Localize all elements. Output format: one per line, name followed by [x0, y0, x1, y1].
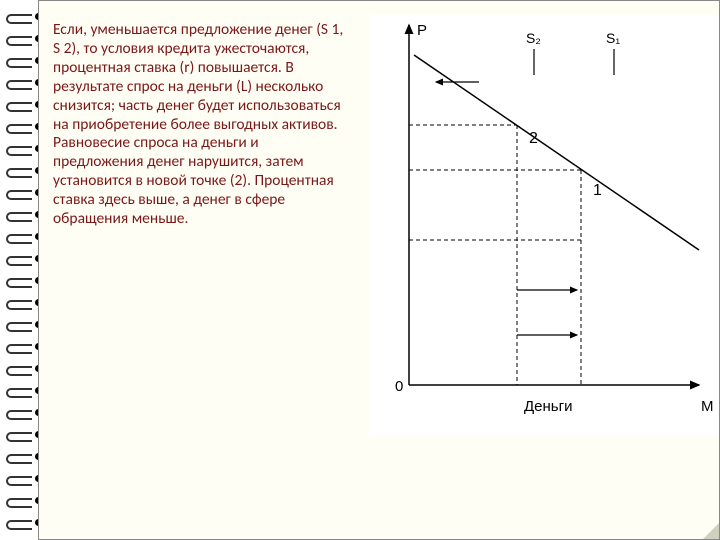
binding-ring	[0, 56, 38, 66]
svg-text:M: M	[701, 398, 714, 415]
binding-ring	[0, 276, 38, 286]
binding-ring	[0, 166, 38, 176]
binding-ring	[0, 496, 38, 506]
binding-ring	[0, 100, 38, 110]
binding-ring	[0, 34, 38, 44]
binding-ring	[0, 518, 38, 528]
svg-text:0: 0	[395, 378, 403, 395]
svg-text:P: P	[417, 22, 427, 39]
binding-ring	[0, 232, 38, 242]
binding-ring	[0, 342, 38, 352]
binding-ring	[0, 12, 38, 22]
svg-text:S₁: S₁	[606, 30, 620, 46]
svg-text:S₂: S₂	[526, 30, 541, 46]
binding-ring	[0, 188, 38, 198]
binding-ring	[0, 364, 38, 374]
spiral-binding	[0, 0, 38, 540]
binding-ring	[0, 452, 38, 462]
body-paragraph: Если, уменьшается предложение денег (S 1…	[53, 21, 349, 229]
binding-ring	[0, 430, 38, 440]
binding-ring	[0, 122, 38, 132]
money-market-chart: P 0 Деньги M S₂ S₁ 2 1	[369, 15, 719, 435]
binding-ring	[0, 386, 38, 396]
page-corner-fold	[703, 523, 719, 539]
binding-ring	[0, 298, 38, 308]
page-surface: Если, уменьшается предложение денег (S 1…	[38, 0, 720, 540]
binding-ring	[0, 210, 38, 220]
svg-text:2: 2	[529, 130, 538, 147]
binding-ring	[0, 474, 38, 484]
binding-ring	[0, 78, 38, 88]
binding-ring	[0, 254, 38, 264]
svg-text:1: 1	[593, 182, 602, 199]
binding-ring	[0, 320, 38, 330]
binding-ring	[0, 408, 38, 418]
binding-ring	[0, 144, 38, 154]
svg-text:Деньги: Деньги	[524, 398, 572, 415]
